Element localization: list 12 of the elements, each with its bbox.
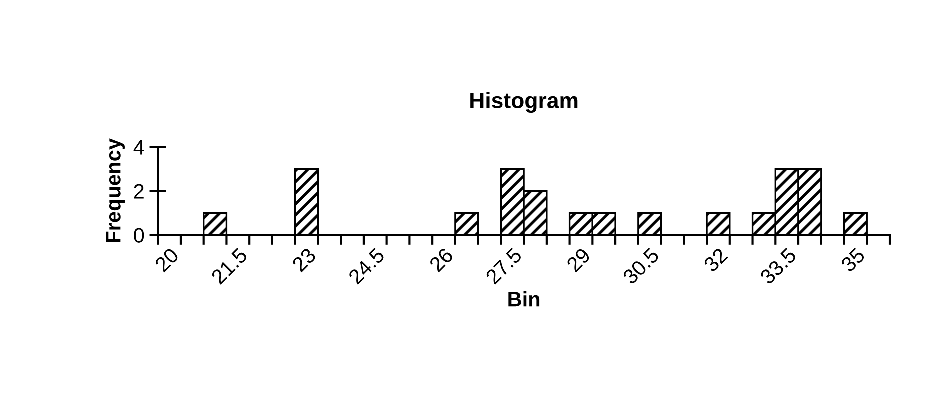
x-tick-label: 23 [292, 247, 317, 273]
x-tick-label: 20 [154, 247, 180, 273]
x-tick-label: 29 [566, 247, 592, 273]
x-tick-label: 26 [428, 247, 454, 273]
y-tick-label: 2 [134, 184, 144, 199]
x-tick-label: 35 [840, 247, 866, 273]
chart-title: Histogram [470, 92, 578, 114]
x-axis-title: Bin [508, 291, 540, 307]
y-tick-label: 0 [134, 228, 144, 243]
x-tick-label: 32 [703, 247, 729, 273]
y-tick-label: 4 [134, 140, 144, 155]
y-axis-title: Frequency [106, 138, 125, 242]
